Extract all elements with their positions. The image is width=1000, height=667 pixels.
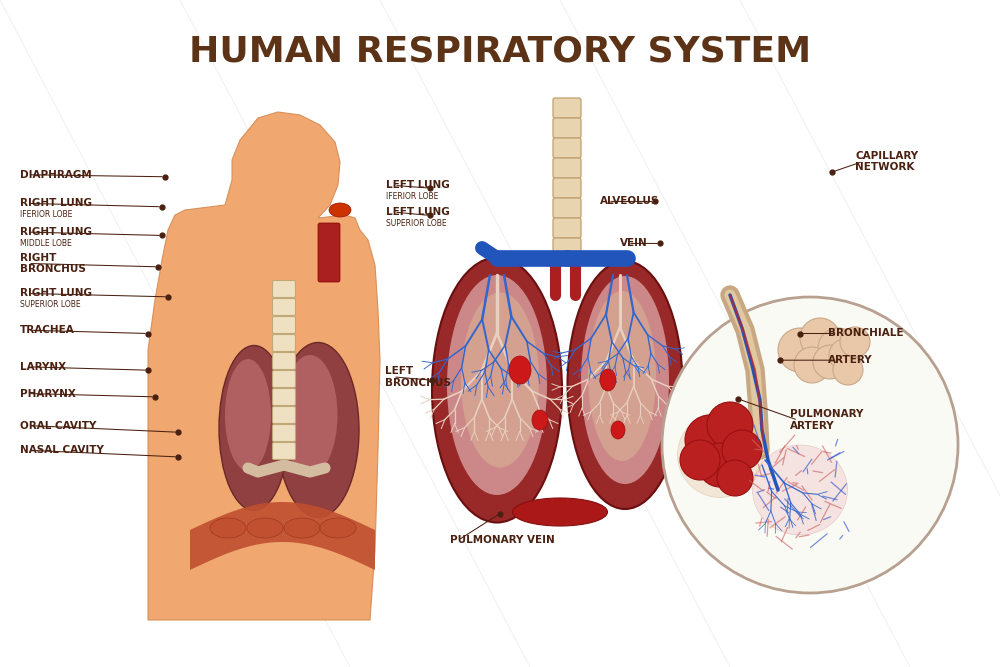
Ellipse shape xyxy=(432,257,562,522)
FancyBboxPatch shape xyxy=(553,218,581,238)
Circle shape xyxy=(778,328,822,372)
FancyBboxPatch shape xyxy=(318,223,340,282)
Text: PULMONARY
ARTERY: PULMONARY ARTERY xyxy=(790,410,863,431)
Text: IFERIOR LOBE: IFERIOR LOBE xyxy=(386,192,438,201)
Ellipse shape xyxy=(611,421,625,439)
Ellipse shape xyxy=(225,359,271,471)
FancyBboxPatch shape xyxy=(272,370,296,388)
Ellipse shape xyxy=(753,445,848,535)
Text: IFERIOR LOBE: IFERIOR LOBE xyxy=(20,210,72,219)
FancyBboxPatch shape xyxy=(272,334,296,352)
Ellipse shape xyxy=(284,518,320,538)
Circle shape xyxy=(818,328,858,368)
Text: RIGHT LUNG: RIGHT LUNG xyxy=(20,227,92,237)
Text: RIGHT
BRONCHUS: RIGHT BRONCHUS xyxy=(20,253,86,274)
Circle shape xyxy=(680,440,720,480)
FancyBboxPatch shape xyxy=(553,158,581,178)
Text: ORAL CAVITY: ORAL CAVITY xyxy=(20,421,96,430)
Ellipse shape xyxy=(247,518,283,538)
Text: CAPILLARY
NETWORK: CAPILLARY NETWORK xyxy=(855,151,918,172)
Circle shape xyxy=(840,327,870,357)
Ellipse shape xyxy=(568,261,682,509)
FancyBboxPatch shape xyxy=(272,352,296,370)
Circle shape xyxy=(722,430,762,470)
Circle shape xyxy=(698,443,742,487)
Ellipse shape xyxy=(678,412,763,498)
Text: ARTERY: ARTERY xyxy=(828,356,873,365)
Ellipse shape xyxy=(581,276,669,484)
Ellipse shape xyxy=(329,203,351,217)
Text: MIDDLE LOBE: MIDDLE LOBE xyxy=(20,239,72,247)
Ellipse shape xyxy=(512,498,608,526)
Ellipse shape xyxy=(219,346,289,510)
FancyBboxPatch shape xyxy=(272,281,296,297)
Ellipse shape xyxy=(588,291,656,461)
Ellipse shape xyxy=(320,518,356,538)
Text: RIGHT LUNG: RIGHT LUNG xyxy=(20,199,92,208)
Text: LEFT
BRONCHUS: LEFT BRONCHUS xyxy=(385,366,451,388)
FancyBboxPatch shape xyxy=(272,406,296,424)
Text: LARYNX: LARYNX xyxy=(20,362,66,372)
FancyBboxPatch shape xyxy=(553,118,581,138)
FancyBboxPatch shape xyxy=(553,238,581,258)
Ellipse shape xyxy=(532,410,548,430)
FancyBboxPatch shape xyxy=(272,388,296,406)
Circle shape xyxy=(662,297,958,593)
Text: TRACHEA: TRACHEA xyxy=(20,325,75,335)
Circle shape xyxy=(813,345,847,379)
Text: PHARYNX: PHARYNX xyxy=(20,389,76,398)
Ellipse shape xyxy=(277,342,359,518)
Ellipse shape xyxy=(283,355,338,475)
FancyBboxPatch shape xyxy=(272,424,296,442)
Ellipse shape xyxy=(600,369,616,391)
Text: PULMONARY VEIN: PULMONARY VEIN xyxy=(450,536,555,545)
FancyBboxPatch shape xyxy=(272,299,296,315)
Ellipse shape xyxy=(210,518,246,538)
Text: SUPERIOR LOBE: SUPERIOR LOBE xyxy=(386,219,447,227)
Text: DIAPHRAGM: DIAPHRAGM xyxy=(20,170,92,179)
FancyBboxPatch shape xyxy=(272,442,296,460)
FancyBboxPatch shape xyxy=(553,98,581,118)
Text: VEIN: VEIN xyxy=(620,239,648,248)
Circle shape xyxy=(685,415,735,465)
Circle shape xyxy=(717,460,753,496)
FancyBboxPatch shape xyxy=(272,317,296,334)
Polygon shape xyxy=(148,112,380,620)
FancyBboxPatch shape xyxy=(553,178,581,198)
Text: LEFT LUNG: LEFT LUNG xyxy=(386,181,450,190)
Circle shape xyxy=(794,347,830,383)
Text: BRONCHIALE: BRONCHIALE xyxy=(828,329,904,338)
FancyBboxPatch shape xyxy=(553,138,581,158)
Text: HUMAN RESPIRATORY SYSTEM: HUMAN RESPIRATORY SYSTEM xyxy=(189,35,811,69)
FancyBboxPatch shape xyxy=(553,198,581,218)
Circle shape xyxy=(833,355,863,385)
Circle shape xyxy=(829,339,861,371)
Text: RIGHT LUNG: RIGHT LUNG xyxy=(20,289,92,298)
Text: NASAL CAVITY: NASAL CAVITY xyxy=(20,446,104,455)
Text: SUPERIOR LOBE: SUPERIOR LOBE xyxy=(20,300,81,309)
Circle shape xyxy=(707,402,753,448)
Text: ALVEOLUS: ALVEOLUS xyxy=(600,197,659,206)
Ellipse shape xyxy=(461,293,539,468)
Ellipse shape xyxy=(447,275,547,495)
Ellipse shape xyxy=(509,356,531,384)
Circle shape xyxy=(800,318,840,358)
Text: LEFT LUNG: LEFT LUNG xyxy=(386,207,450,217)
